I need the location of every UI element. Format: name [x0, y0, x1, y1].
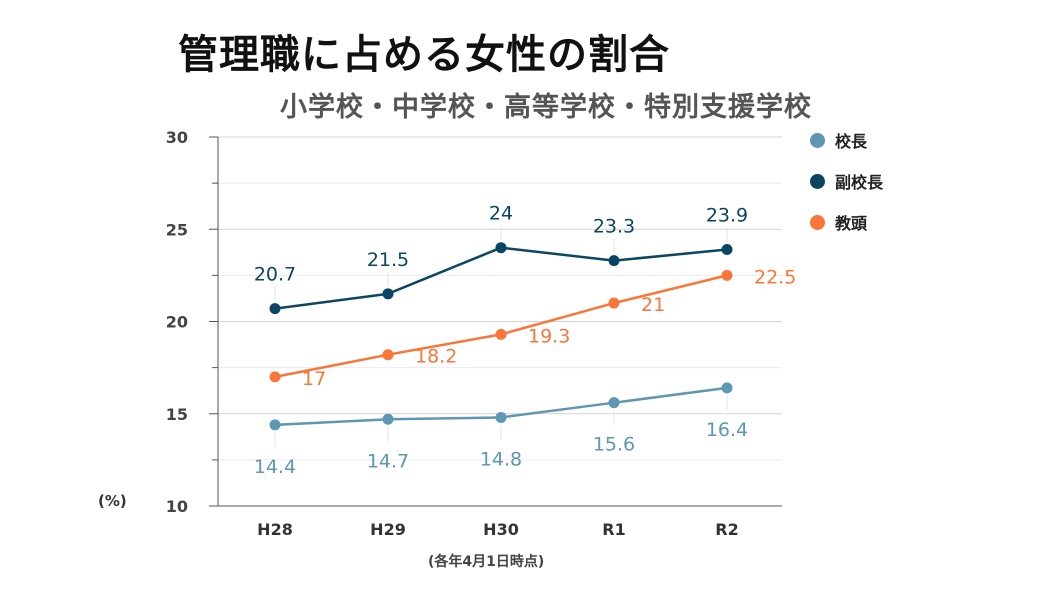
- data-point: [721, 382, 733, 394]
- series-line: [274, 274, 728, 379]
- data-point: [382, 413, 394, 425]
- legend-item-vice-principal: 副校長: [810, 171, 884, 192]
- legend-marker: [810, 214, 825, 230]
- data-label: 21.5: [367, 249, 409, 271]
- legend-item-principal: 校長: [810, 130, 883, 151]
- chart-title: 管理職に占める女性の割合: [178, 32, 670, 78]
- data-label: 22.5: [754, 266, 796, 288]
- data-point: [495, 328, 507, 340]
- data-point: [269, 371, 281, 383]
- data-label: 20.7: [254, 264, 296, 286]
- x-axis-note: (各年4月1日時点): [428, 554, 545, 570]
- legend-item-head-teacher: 教頭: [810, 212, 883, 233]
- data-point: [608, 297, 620, 309]
- data-point: [382, 288, 394, 300]
- chart-legend: 校長 副校長 教頭: [810, 130, 883, 253]
- data-point: [269, 303, 281, 315]
- data-label: 14.4: [254, 456, 296, 478]
- x-tick-label: R2: [715, 520, 738, 539]
- data-point: [608, 397, 620, 409]
- x-tick-label: H29: [370, 520, 406, 539]
- y-tick-label: 30: [166, 128, 188, 147]
- y-tick-label: 20: [166, 313, 188, 332]
- x-tick-label: H30: [483, 520, 519, 539]
- data-point: [495, 242, 507, 254]
- data-label: 21: [641, 294, 665, 316]
- data-label: 18.2: [415, 346, 457, 368]
- data-point: [382, 349, 394, 361]
- data-point: [269, 419, 281, 431]
- legend-label: 教頭: [835, 214, 868, 233]
- data-label: 17: [302, 368, 326, 390]
- x-tick-label: R1: [602, 520, 625, 539]
- x-tick-label: H28: [257, 520, 293, 539]
- y-tick-label: 25: [166, 220, 188, 239]
- y-tick-label: 15: [166, 405, 188, 424]
- data-point: [495, 411, 507, 423]
- data-label: 15.6: [593, 434, 635, 456]
- data-point: [721, 244, 733, 256]
- y-axis-unit-label: (%): [98, 492, 127, 510]
- legend-label: 副校長: [835, 173, 884, 192]
- data-label: 23.3: [593, 216, 635, 238]
- legend-marker: [810, 132, 825, 148]
- data-point: [721, 269, 733, 281]
- legend-label: 校長: [835, 132, 868, 151]
- data-label: 14.8: [480, 448, 522, 470]
- data-label: 19.3: [528, 325, 570, 347]
- y-tick-label: 10: [166, 497, 188, 516]
- chart-subtitle: 小学校・中学校・高等学校・特別支援学校: [280, 92, 812, 123]
- data-point: [608, 255, 620, 267]
- legend-marker: [810, 173, 825, 189]
- data-label: 23.9: [706, 205, 748, 227]
- data-label: 16.4: [706, 419, 748, 441]
- data-label: 24: [489, 203, 513, 225]
- data-label: 14.7: [367, 450, 409, 472]
